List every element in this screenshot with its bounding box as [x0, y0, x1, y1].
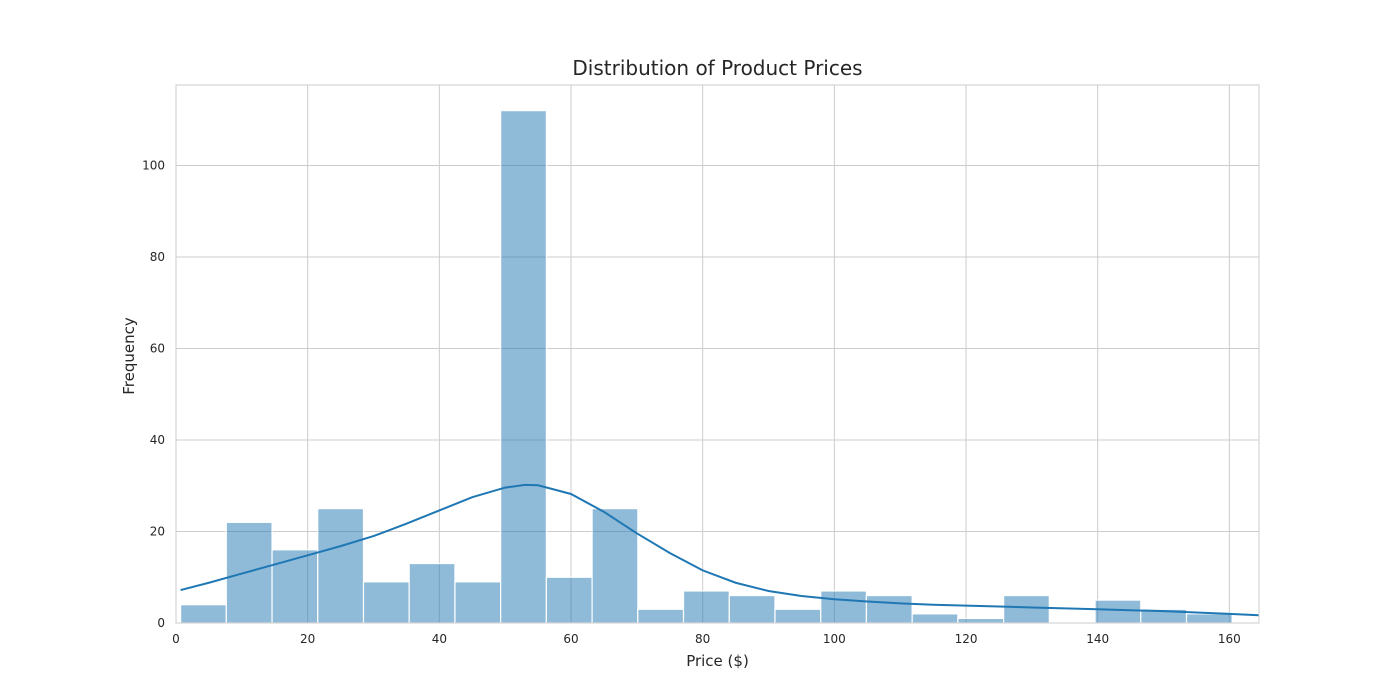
- histogram-bar: [225, 521, 273, 624]
- histogram-bar: [408, 562, 456, 624]
- histogram-bar: [1003, 594, 1050, 624]
- chart-title: Distribution of Product Prices: [572, 56, 862, 80]
- histogram-bar: [271, 549, 319, 624]
- y-axis-label: Frequency: [120, 317, 138, 395]
- x-tick-label: 160: [1218, 632, 1241, 646]
- y-tick-label: 100: [142, 159, 165, 173]
- histogram-bar: [774, 608, 822, 624]
- x-tick-label: 40: [432, 632, 447, 646]
- x-tick-label: 20: [300, 632, 315, 646]
- plot-frame: [175, 84, 1260, 624]
- x-tick-label: 0: [172, 632, 180, 646]
- histogram-bar: [545, 576, 593, 624]
- histogram-bar: [957, 617, 1005, 624]
- x-axis-label: Price ($): [686, 652, 749, 670]
- histogram-bar: [180, 604, 227, 624]
- y-tick-label: 40: [150, 433, 165, 447]
- y-tick-label: 80: [150, 250, 165, 264]
- kde-curve: [180, 483, 1260, 617]
- histogram-bar: [362, 581, 410, 624]
- x-axis-ticks: 0 20 40 60 80 100 120 140 160: [172, 632, 1241, 646]
- histogram-bar: [911, 613, 959, 624]
- histogram-bar: [591, 508, 639, 624]
- histogram-bar: [317, 508, 365, 624]
- y-tick-label: 20: [150, 525, 165, 539]
- histogram-bar: [865, 594, 913, 624]
- x-tick-label: 100: [823, 632, 846, 646]
- histogram-bar: [1185, 613, 1233, 624]
- histogram-bar: [637, 608, 685, 624]
- x-tick-label: 80: [695, 632, 710, 646]
- histogram-bar: [820, 590, 868, 624]
- x-tick-label: 60: [563, 632, 578, 646]
- histogram-bar: [728, 594, 776, 624]
- histogram-bar: [454, 581, 502, 624]
- histogram-bars: [180, 110, 1233, 624]
- histogram-bar: [682, 590, 730, 624]
- y-tick-label: 60: [150, 342, 165, 356]
- histogram-bar: [1094, 599, 1142, 624]
- histogram-bar: [500, 110, 547, 624]
- x-tick-label: 120: [955, 632, 978, 646]
- y-tick-label: 0: [157, 616, 165, 630]
- y-axis-ticks: 0 20 40 60 80 100: [142, 159, 165, 630]
- x-tick-label: 140: [1086, 632, 1109, 646]
